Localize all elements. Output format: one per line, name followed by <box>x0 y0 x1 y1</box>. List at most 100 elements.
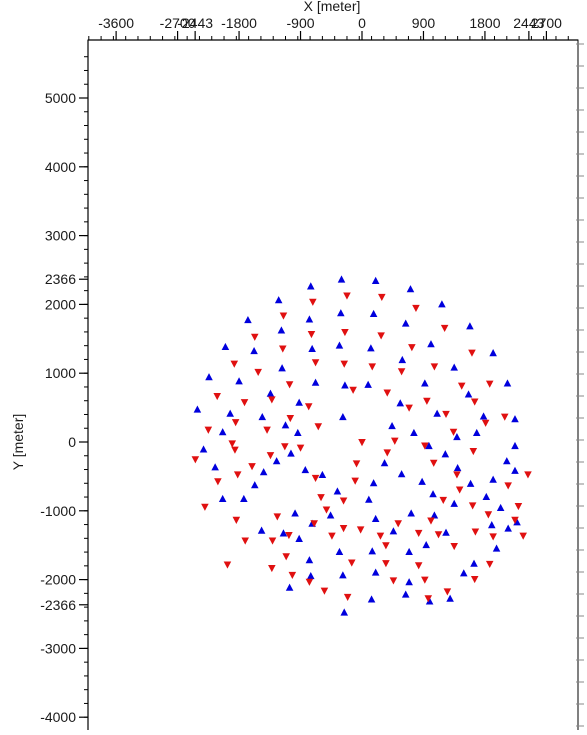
data-point-down <box>434 531 443 539</box>
data-point-down <box>455 486 464 494</box>
data-point-up <box>218 428 227 436</box>
data-point-up <box>367 595 376 603</box>
data-point-up <box>240 494 248 503</box>
data-point-up <box>459 569 468 577</box>
data-point-up <box>281 421 290 429</box>
data-point-down <box>519 532 527 540</box>
data-point-down <box>233 471 242 479</box>
data-point-down <box>285 531 293 540</box>
data-point-up <box>211 463 219 471</box>
data-point-up <box>371 276 380 284</box>
data-point-down <box>248 463 256 471</box>
data-point-up <box>453 463 462 472</box>
data-point-down <box>231 446 239 454</box>
y-tick-label: 2000 <box>45 296 76 312</box>
data-point-down <box>378 293 386 302</box>
data-point-down <box>368 363 377 371</box>
data-point-up <box>470 559 478 567</box>
data-point-down <box>305 578 314 586</box>
data-point-down <box>307 331 316 339</box>
data-point-down <box>309 298 317 306</box>
data-point-up <box>218 494 227 503</box>
data-point-down <box>470 398 479 406</box>
data-point-up <box>368 547 377 555</box>
data-point-down <box>524 471 532 479</box>
data-point-up <box>365 495 373 503</box>
data-point-up <box>285 583 294 591</box>
data-point-up <box>503 379 512 387</box>
data-point-up <box>341 381 349 389</box>
data-point-up <box>278 364 286 372</box>
data-point-down <box>322 506 331 514</box>
data-point-up <box>205 373 213 381</box>
data-point-down <box>383 389 392 397</box>
data-point-up <box>430 511 439 519</box>
data-point-up <box>482 492 491 500</box>
data-point-up <box>466 322 474 330</box>
data-point-down <box>421 576 429 584</box>
data-point-down <box>358 439 366 447</box>
data-point-up <box>337 275 346 283</box>
data-point-down <box>230 360 239 368</box>
data-point-up <box>318 470 327 478</box>
data-point-down <box>389 577 398 585</box>
data-point-down <box>489 533 497 541</box>
data-point-down <box>382 542 390 550</box>
data-point-down <box>457 382 466 390</box>
data-point-up <box>472 428 481 436</box>
data-point-down <box>266 452 275 460</box>
data-point-up <box>306 282 315 290</box>
data-point-down <box>223 561 232 569</box>
data-point-up <box>492 544 501 552</box>
data-point-down <box>440 324 449 332</box>
data-point-up <box>401 590 410 598</box>
data-point-up <box>410 428 418 436</box>
data-point-up <box>257 526 266 534</box>
data-point-down <box>484 511 493 519</box>
data-point-down <box>412 304 420 313</box>
data-point-down <box>278 345 287 353</box>
data-point-up <box>258 413 267 421</box>
data-point-down <box>414 562 423 570</box>
data-point-down <box>285 381 294 389</box>
data-point-up <box>294 428 302 436</box>
data-point-up <box>333 487 342 495</box>
data-point-up <box>433 409 441 417</box>
x-tick-label: 2700 <box>531 15 562 31</box>
data-point-up <box>453 432 461 441</box>
x-tick-label: -3600 <box>98 15 134 31</box>
data-point-up <box>274 296 283 304</box>
data-point-up <box>295 398 303 406</box>
data-point-down <box>314 423 323 431</box>
data-point-up <box>503 457 511 465</box>
data-point-down <box>273 513 282 521</box>
data-point-down <box>383 449 392 457</box>
data-point-up <box>397 470 406 478</box>
data-point-up <box>326 511 335 519</box>
y-tick-label: -1000 <box>40 503 76 519</box>
data-point-up <box>335 341 344 349</box>
data-point-down <box>391 437 399 445</box>
data-point-down <box>511 516 519 524</box>
data-point-down <box>442 410 450 418</box>
data-point-up <box>371 514 380 522</box>
data-point-up <box>287 449 295 457</box>
data-point-down <box>423 397 431 405</box>
data-point-down <box>204 426 213 434</box>
data-point-up <box>425 597 434 605</box>
y-axis: 5000 4000 3000 2366 2000 1000 0 -1000 -2000 -2366… <box>40 40 89 730</box>
y-tick-label: 3000 <box>45 228 76 244</box>
data-point-up <box>311 378 320 386</box>
data-point-down <box>427 517 435 525</box>
data-point-down <box>504 482 512 490</box>
data-point-down <box>282 553 290 561</box>
data-point-down <box>343 593 352 601</box>
data-point-down <box>201 503 209 511</box>
data-point-down <box>470 575 479 584</box>
data-point-down <box>449 428 458 436</box>
data-point-down <box>250 333 259 341</box>
data-point-up <box>221 342 230 350</box>
data-point-down <box>382 560 390 568</box>
data-point-down <box>311 474 320 482</box>
